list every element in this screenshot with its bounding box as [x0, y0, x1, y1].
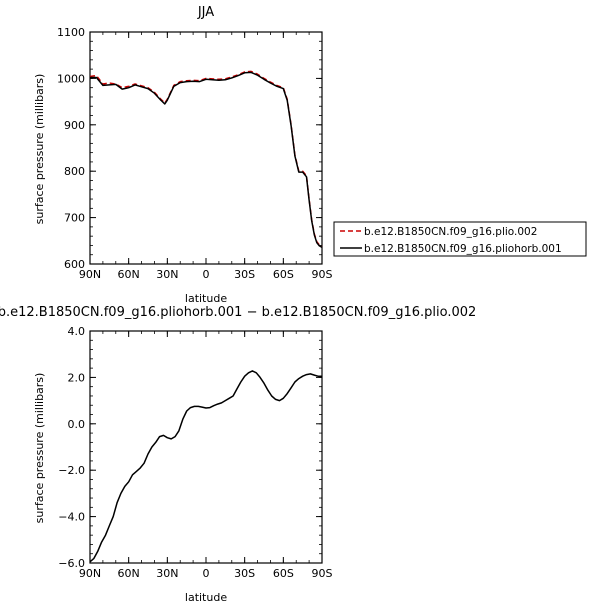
plot-frame	[89, 31, 323, 265]
plot-area: 90N 60N 30N 0 30S 60S 90S −6.0 −4.0 −2.0 0.0 2.0 4.0	[58, 325, 332, 580]
y-tick-label: −2.0	[58, 464, 85, 477]
y-tick-label: 1000	[57, 72, 85, 85]
x-axis-label: latitude	[185, 591, 227, 604]
x-tick-label: 30S	[234, 268, 255, 281]
x-tick-label: 60S	[273, 567, 294, 580]
plot-frame	[89, 330, 323, 564]
x-tick-label: 90N	[79, 268, 101, 281]
y-tick-label: 1100	[57, 26, 85, 39]
chart-title: JJA	[197, 5, 214, 20]
y-tick-label: 900	[64, 119, 85, 132]
y-tick-label: 700	[64, 212, 85, 225]
y-axis-label: surface pressure (millibars)	[33, 373, 46, 524]
legend-box	[333, 221, 587, 257]
series-line-1	[89, 370, 322, 563]
x-tick-label: 60N	[118, 268, 140, 281]
x-tick-label: 0	[203, 268, 210, 281]
y-tick-label: 800	[64, 165, 85, 178]
x-tick-label: 30N	[156, 268, 178, 281]
legend: b.e12.B1850CN.f09_g16.plio.002 b.e12.B185…	[333, 221, 587, 257]
series-line-1	[89, 70, 323, 248]
y-tick-label: 600	[64, 258, 85, 271]
y-tick-label: 2.0	[68, 371, 86, 384]
series-line-2	[90, 71, 323, 248]
y-tick-label: −4.0	[58, 511, 85, 524]
x-tick-label: 90S	[312, 268, 333, 281]
x-tick-label: 90N	[79, 567, 101, 580]
x-tick-label: 60N	[118, 567, 140, 580]
x-tick-label: 60S	[273, 268, 294, 281]
y-tick-label: 4.0	[68, 325, 86, 338]
x-tick-label: 30S	[234, 567, 255, 580]
chart-bottom: b.e12.B1850CN.f09_g16.pliohorb.001 − b.e…	[0, 305, 476, 604]
x-tick-label: 90S	[312, 567, 333, 580]
y-tick-label: −6.0	[58, 557, 85, 570]
plot-area: 90N 60N 30N 0 30S 60S 90S 600 700 800 900 1000 1100	[57, 26, 333, 281]
chart-top: JJA latitude surface pressure (millibars…	[33, 5, 587, 305]
y-axis-label: surface pressure (millibars)	[33, 74, 46, 225]
legend-label: b.e12.B1850CN.f09_g16.pliohorb.001	[364, 243, 562, 255]
x-axis-label: latitude	[185, 292, 227, 305]
legend-label: b.e12.B1850CN.f09_g16.plio.002	[364, 226, 537, 238]
y-tick-label: 0.0	[68, 418, 86, 431]
chart-title: b.e12.B1850CN.f09_g16.pliohorb.001 − b.e…	[0, 305, 476, 320]
x-tick-label: 0	[203, 567, 210, 580]
x-tick-label: 30N	[156, 567, 178, 580]
